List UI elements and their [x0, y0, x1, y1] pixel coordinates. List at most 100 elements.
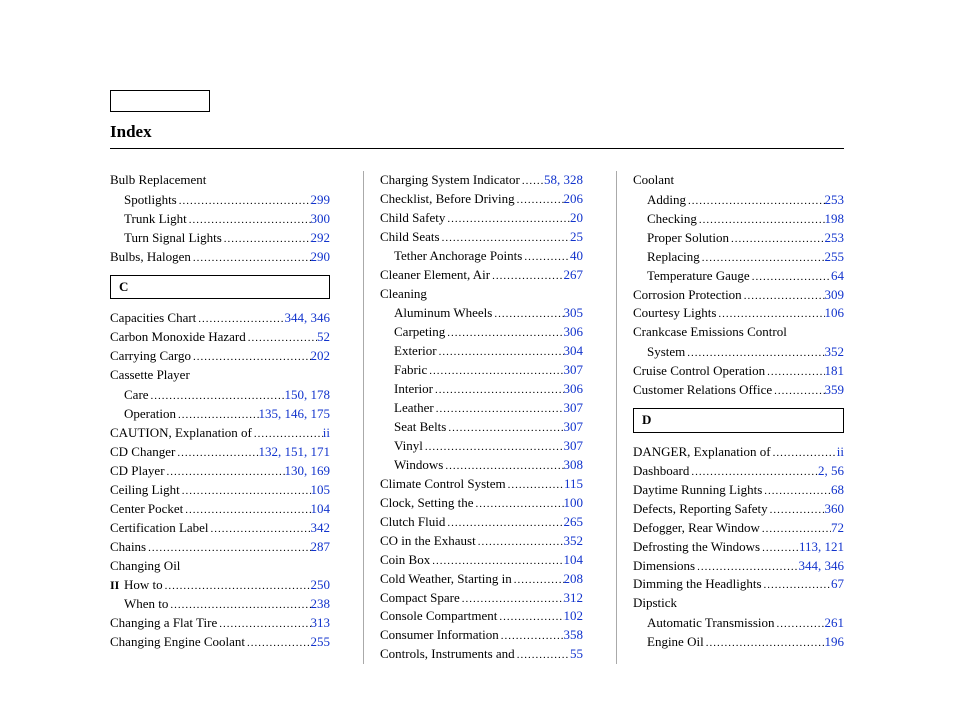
column-1: Bulb Replacement Spotlights299 Trunk Lig… [110, 171, 338, 664]
page-link[interactable]: 104 [564, 551, 584, 570]
page-link[interactable]: 52 [317, 328, 330, 347]
page-link[interactable]: 261 [825, 614, 845, 633]
page-link[interactable]: 132, 151, 171 [259, 443, 331, 462]
leader-dots [180, 484, 311, 500]
entry-label: Carrying Cargo [110, 347, 191, 366]
index-entry: Dimensions344, 346 [633, 557, 844, 576]
page-link[interactable]: 208 [564, 570, 584, 589]
leader-dots [760, 541, 799, 557]
entry-label: Courtesy Lights [633, 304, 716, 323]
page-link[interactable]: 106 [825, 304, 845, 323]
page-link[interactable]: 198 [825, 210, 845, 229]
entry-label: Chains [110, 538, 146, 557]
page-link[interactable]: 104 [311, 500, 331, 519]
entry-label: Charging System Indicator [380, 171, 520, 190]
page-link[interactable]: 344, 346 [285, 309, 331, 328]
page-link[interactable]: ii [837, 443, 844, 462]
leader-dots [520, 174, 544, 190]
page-link[interactable]: 344, 346 [799, 557, 845, 576]
page-title: Index [110, 122, 844, 149]
page-link[interactable]: 58, 328 [544, 171, 583, 190]
index-entry: Chains 287 [110, 538, 330, 557]
page-link[interactable]: 307 [564, 399, 584, 418]
page-link[interactable]: 292 [311, 229, 331, 248]
page-link[interactable]: ii [323, 424, 330, 443]
page-link[interactable]: 55 [570, 645, 583, 664]
page-link[interactable]: 312 [564, 589, 584, 608]
index-entry: Interior306 [380, 380, 583, 399]
page-link[interactable]: 352 [564, 532, 584, 551]
page-link[interactable]: 102 [564, 607, 584, 626]
page-link[interactable]: 25 [570, 228, 583, 247]
page-link[interactable]: 307 [564, 437, 584, 456]
page-link[interactable]: 352 [825, 343, 845, 362]
entry-label: Controls, Instruments and [380, 645, 515, 664]
page-link[interactable]: 307 [564, 418, 584, 437]
page-link[interactable]: 306 [564, 380, 584, 399]
index-entry: Spotlights299 [110, 191, 330, 210]
page-link[interactable]: 238 [311, 595, 331, 614]
entry-label: Fabric [394, 361, 427, 380]
leader-dots [252, 427, 323, 443]
entry-label: CAUTION, Explanation of [110, 424, 252, 443]
page-link[interactable]: 308 [564, 456, 584, 475]
page-link[interactable]: 299 [311, 191, 331, 210]
index-entry: Windows308 [380, 456, 583, 475]
page-link[interactable]: 342 [311, 519, 331, 538]
entry-label: CD Player [110, 462, 165, 481]
leader-dots [515, 193, 564, 209]
page-link[interactable]: 150, 178 [285, 386, 331, 405]
leader-dots [176, 408, 259, 424]
page-link[interactable]: 202 [311, 347, 331, 366]
page-link[interactable]: 72 [831, 519, 844, 538]
page-link[interactable]: 313 [311, 614, 331, 633]
page-link[interactable]: 206 [564, 190, 584, 209]
page-link[interactable]: 255 [825, 248, 845, 267]
page-link[interactable]: 100 [564, 494, 584, 513]
page-link[interactable]: 304 [564, 342, 584, 361]
page-link[interactable]: 250 [311, 576, 331, 595]
page-link[interactable]: 306 [564, 323, 584, 342]
entry-label: Cruise Control Operation [633, 362, 765, 381]
page-link[interactable]: 360 [825, 500, 845, 519]
page-link[interactable]: 64 [831, 267, 844, 286]
page-link[interactable]: 105 [311, 481, 331, 500]
page-link[interactable]: 135, 146, 175 [259, 405, 331, 424]
page-link[interactable]: 2, 56 [818, 462, 844, 481]
page-link[interactable]: 307 [564, 361, 584, 380]
page-link[interactable]: 358 [564, 626, 584, 645]
entry-label: Certification Label [110, 519, 209, 538]
page-link[interactable]: 181 [825, 362, 845, 381]
page-link[interactable]: 267 [564, 266, 584, 285]
page-link[interactable]: 300 [311, 210, 331, 229]
page-link[interactable]: 253 [825, 191, 845, 210]
entry-label: Center Pocket [110, 500, 183, 519]
index-entry: Checklist, Before Driving206 [380, 190, 583, 209]
page-link[interactable]: 40 [570, 247, 583, 266]
page-link[interactable]: 265 [564, 513, 584, 532]
leader-dots [177, 194, 311, 210]
page-link[interactable]: 130, 169 [285, 462, 331, 481]
page-link[interactable]: 68 [831, 481, 844, 500]
leader-dots [497, 610, 563, 626]
page-link[interactable]: 253 [825, 229, 845, 248]
leader-dots [445, 326, 563, 342]
index-entry: Bulbs, Halogen290 [110, 248, 330, 267]
page-link[interactable]: 67 [831, 575, 844, 594]
index-entry: Operation135, 146, 175 [110, 405, 330, 424]
page-link[interactable]: 309 [825, 286, 845, 305]
entry-label: Consumer Information [380, 626, 499, 645]
leader-dots [246, 331, 317, 347]
index-entry: Changing a Flat Tire313 [110, 614, 330, 633]
page-link[interactable]: 287 [311, 538, 331, 557]
page-link[interactable]: 359 [825, 381, 845, 400]
page-link[interactable]: 290 [311, 248, 331, 267]
page-link[interactable]: 196 [825, 633, 845, 652]
index-entry: Climate Control System115 [380, 475, 583, 494]
page-link[interactable]: 305 [564, 304, 584, 323]
page-link[interactable]: 115 [564, 475, 583, 494]
page-link[interactable]: 113, 121 [799, 538, 844, 557]
page-link[interactable]: 20 [570, 209, 583, 228]
index-entry: Fabric 307 [380, 361, 583, 380]
page-link[interactable]: 255 [311, 633, 331, 652]
